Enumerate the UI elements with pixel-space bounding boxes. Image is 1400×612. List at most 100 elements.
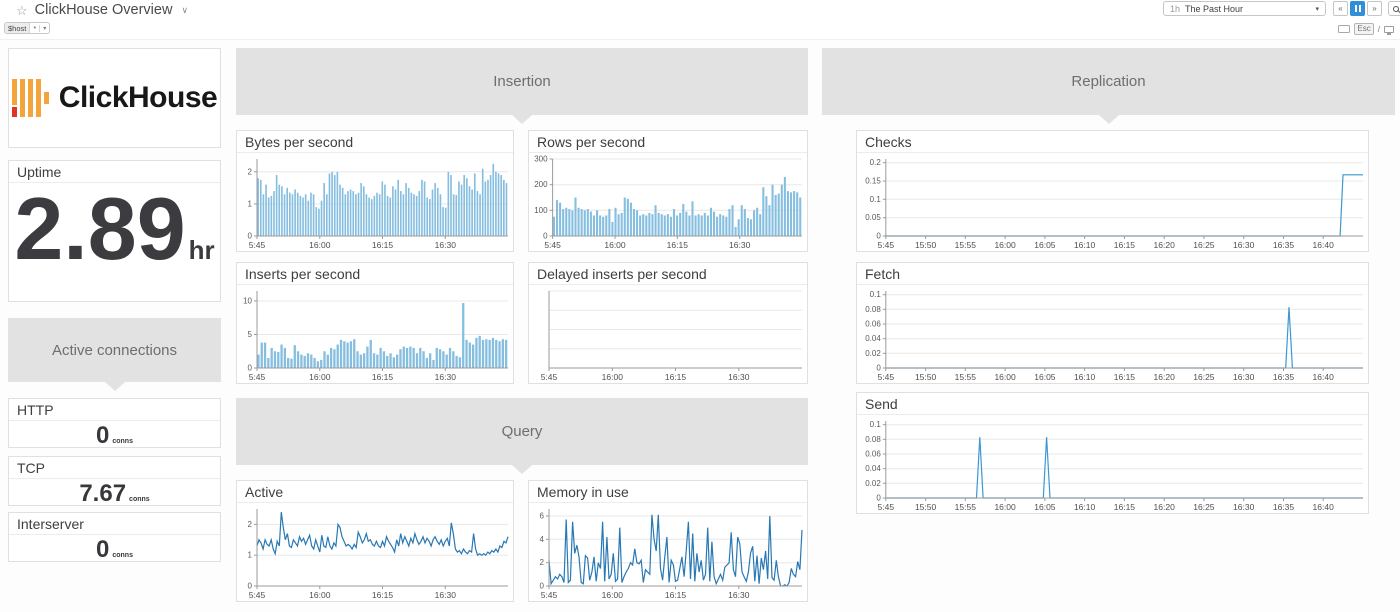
page-title: ClickHouse Overview [34, 2, 173, 18]
svg-text:16:00: 16:00 [604, 240, 626, 250]
chart-title: Bytes per second [237, 131, 513, 153]
chart-plot-fetch[interactable]: 0 0.02 0.04 0.06 0.08 0.1 5:45 15:50 15:55 16:00 1… [857, 284, 1368, 383]
svg-text:16:30: 16:30 [728, 372, 750, 382]
svg-text:4: 4 [540, 535, 545, 544]
http-unit: conns [112, 438, 133, 445]
http-connections-card: HTTP 0 conns [8, 398, 221, 450]
chart-title: Checks [857, 131, 1368, 153]
time-shift-controls: « » [1333, 1, 1400, 16]
chart-plot-bytes-per-second[interactable]: 0 1 2 5:45 16:00 16:15 16:30 [237, 152, 513, 251]
tcp-value-row: 7.67 conns [9, 480, 220, 508]
svg-text:5:45: 5:45 [249, 590, 266, 600]
svg-text:16:00: 16:00 [602, 372, 624, 382]
svg-text:16:10: 16:10 [1074, 240, 1096, 250]
svg-text:300: 300 [534, 155, 548, 164]
zoom-out-button[interactable] [1388, 1, 1400, 16]
svg-text:5:45: 5:45 [878, 372, 895, 382]
svg-text:16:30: 16:30 [435, 590, 457, 600]
chart-card-memory-in-use: Memory in use 0 2 4 6 5:45 16:00 16:15 16:30 [528, 480, 808, 602]
clickhouse-logo-icon [11, 79, 49, 117]
chart-card-delayed-inserts-per-second: Delayed inserts per second 5:45 16:00 16:1… [528, 262, 808, 384]
svg-text:0.08: 0.08 [865, 435, 881, 444]
dashboard-title-dropdown[interactable]: ☆ ClickHouse Overview ∨ [16, 2, 188, 18]
svg-text:0.2: 0.2 [870, 158, 882, 167]
chart-plot-delayed-inserts-per-second[interactable]: 5:45 16:00 16:15 16:30 [529, 284, 807, 383]
svg-text:6: 6 [540, 512, 545, 521]
svg-text:15:55: 15:55 [955, 372, 977, 382]
section-header-replication: Replication [822, 48, 1395, 124]
http-value-row: 0 conns [9, 422, 220, 450]
svg-text:16:35: 16:35 [1273, 240, 1295, 250]
interserver-value-row: 0 conns [9, 536, 220, 564]
pause-button[interactable] [1350, 1, 1365, 16]
chart-plot-memory-in-use[interactable]: 0 2 4 6 5:45 16:00 16:15 16:30 [529, 502, 807, 601]
svg-text:1: 1 [248, 199, 253, 208]
presentation-mode-icon[interactable] [1384, 25, 1394, 35]
time-range-label: The Past Hour [1185, 3, 1244, 14]
chart-card-inserts-per-second: Inserts per second 0 5 10 5:45 16:00 16:15 16:… [236, 262, 514, 384]
chart-card-query-active: Active 0 1 2 5:45 16:00 16:15 16:30 [236, 480, 514, 602]
tcp-unit: conns [129, 496, 150, 503]
favorite-star-icon[interactable]: ☆ [16, 2, 28, 18]
chart-card-fetch: Fetch 0 0.02 0.04 0.06 0.08 0.1 5:45 15:50 15:55… [856, 262, 1369, 384]
svg-text:0: 0 [248, 364, 253, 373]
svg-text:0.06: 0.06 [865, 450, 881, 459]
chart-plot-inserts-per-second[interactable]: 0 5 10 5:45 16:00 16:15 16:30 [237, 284, 513, 383]
section-label: Insertion [493, 73, 551, 90]
chart-card-send: Send 0 0.02 0.04 0.06 0.08 0.1 5:45 15:50 15:55 1… [856, 392, 1369, 514]
logo-red-block [11, 107, 17, 117]
caret-down-icon: ▾ [39, 24, 49, 32]
svg-text:2: 2 [248, 167, 253, 176]
svg-text:16:00: 16:00 [309, 372, 331, 382]
chart-plot-rows-per-second[interactable]: 0 100 200 300 5:45 16:00 16:15 16:30 [529, 152, 807, 251]
chart-plot-query-active[interactable]: 0 1 2 5:45 16:00 16:15 16:30 [237, 502, 513, 601]
tcp-connections-card: TCP 7.67 conns [8, 456, 221, 508]
shift-forward-button[interactable]: » [1367, 1, 1382, 16]
chart-plot-send[interactable]: 0 0.02 0.04 0.06 0.08 0.1 5:45 15:50 15:55 16:00 1… [857, 414, 1368, 513]
http-title: HTTP [9, 399, 220, 421]
svg-text:0.02: 0.02 [865, 349, 881, 358]
chart-card-rows-per-second: Rows per second 0 100 200 300 5:45 16:00 16:15… [528, 130, 808, 252]
svg-text:16:25: 16:25 [1193, 502, 1215, 512]
svg-text:0.1: 0.1 [870, 195, 882, 204]
svg-text:16:10: 16:10 [1074, 372, 1096, 382]
shift-back-button[interactable]: « [1333, 1, 1348, 16]
svg-text:2: 2 [248, 520, 253, 529]
svg-text:16:30: 16:30 [435, 372, 457, 382]
svg-text:16:15: 16:15 [665, 372, 687, 382]
svg-text:200: 200 [534, 180, 548, 189]
svg-text:16:35: 16:35 [1273, 372, 1295, 382]
svg-text:16:40: 16:40 [1313, 372, 1335, 382]
brand-name: ClickHouse [58, 81, 218, 114]
section-header-active-connections: Active connections [8, 318, 221, 391]
svg-text:16:15: 16:15 [372, 372, 394, 382]
svg-text:0.1: 0.1 [870, 290, 882, 299]
section-label: Query [501, 423, 543, 440]
svg-text:0.04: 0.04 [865, 464, 881, 473]
svg-text:16:35: 16:35 [1273, 502, 1295, 512]
svg-text:16:15: 16:15 [1114, 372, 1136, 382]
uptime-unit: hr [188, 235, 215, 265]
time-range-dropdown[interactable]: 1h The Past Hour ▾ [1163, 1, 1326, 16]
svg-text:16:30: 16:30 [1233, 372, 1255, 382]
svg-text:16:00: 16:00 [309, 240, 331, 250]
svg-text:16:20: 16:20 [1154, 372, 1176, 382]
svg-text:16:15: 16:15 [372, 240, 394, 250]
chevron-down-icon: ∨ [181, 4, 189, 15]
chart-card-checks: Checks 0 0.05 0.1 0.15 0.2 5:45 15:50 15:55 16:0… [856, 130, 1369, 252]
svg-text:16:30: 16:30 [1233, 502, 1255, 512]
chart-plot-checks[interactable]: 0 0.05 0.1 0.15 0.2 5:45 15:50 15:55 16:00 16:05 1… [857, 152, 1368, 251]
svg-text:15:50: 15:50 [915, 372, 937, 382]
uptime-value: 2.89 [14, 179, 186, 278]
template-variable-host-dropdown[interactable]: $host * ▾ [4, 22, 51, 34]
interserver-connections-card: Interserver 0 conns [8, 512, 221, 564]
svg-text:0: 0 [543, 232, 548, 241]
tcp-title: TCP [9, 457, 220, 479]
svg-text:16:00: 16:00 [994, 502, 1016, 512]
section-header-query: Query [236, 398, 808, 474]
svg-text:5:45: 5:45 [878, 502, 895, 512]
chart-title: Send [857, 393, 1368, 415]
svg-text:16:15: 16:15 [1114, 240, 1136, 250]
svg-text:16:15: 16:15 [372, 590, 394, 600]
skip-forward-icon: » [1372, 3, 1377, 13]
